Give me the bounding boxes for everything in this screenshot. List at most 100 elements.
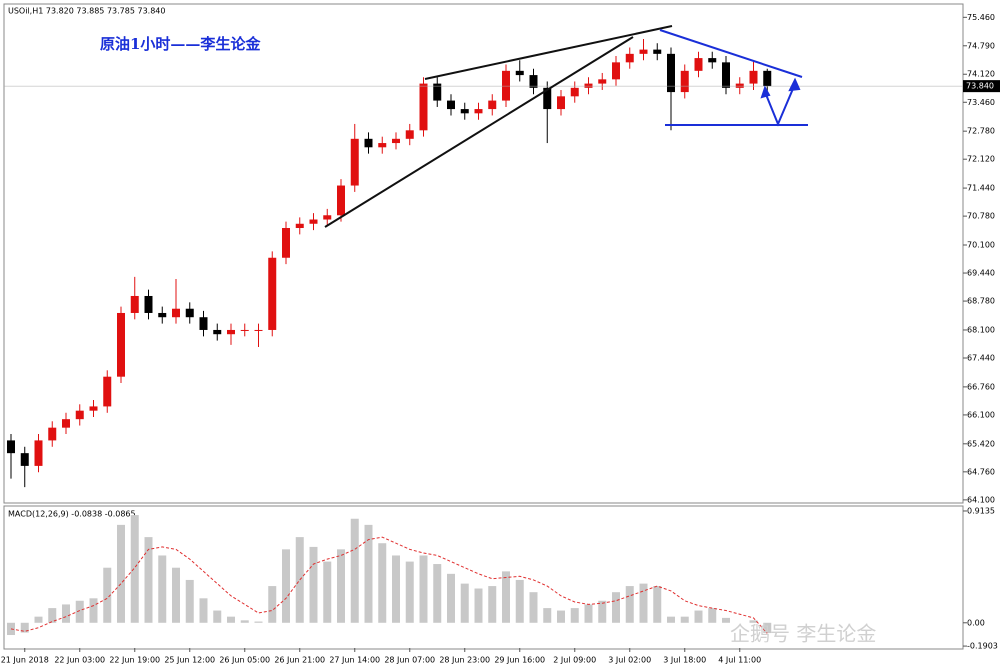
x-tick-label: 29 Jun 16:00: [494, 656, 545, 665]
y-tick-label: 67.440: [967, 353, 995, 362]
candle-body: [34, 440, 43, 466]
y-tick-label: 75.460: [967, 13, 995, 22]
y-tick-label: 64.100: [967, 495, 995, 504]
macd-bar: [227, 616, 235, 623]
y-tick-label: 74.120: [967, 70, 995, 79]
candle-body: [612, 62, 620, 80]
macd-bar: [598, 600, 607, 623]
candle-body: [392, 138, 400, 144]
candle-body: [708, 58, 717, 63]
candle-body: [117, 312, 125, 377]
candle-body: [460, 109, 469, 114]
macd-bar: [667, 616, 675, 623]
arrow-head: [788, 77, 801, 92]
macd-bar: [172, 567, 180, 623]
candle-body: [680, 70, 689, 93]
candle-body: [130, 295, 139, 313]
y-tick-label: 73.460: [967, 98, 995, 107]
y-tick-label: 70.780: [967, 212, 995, 221]
candle-body: [309, 219, 318, 224]
macd-bar: [144, 537, 153, 623]
macd-bar: [639, 583, 648, 623]
y2-tick-label: -0.1903: [967, 642, 998, 651]
candle-body: [405, 130, 414, 139]
macd-bar: [130, 515, 139, 623]
candle-body: [447, 100, 455, 110]
x-tick-label: 26 Jun 05:00: [219, 656, 270, 665]
macd-bar: [337, 549, 345, 623]
candle-body: [48, 427, 57, 441]
x-tick-label: 2 Jul 09:00: [553, 656, 596, 665]
macd-bar: [694, 610, 703, 623]
macd-bar: [185, 579, 194, 623]
macd-bar: [722, 617, 730, 623]
candle-body: [20, 453, 29, 466]
macd-bar: [625, 586, 634, 623]
candle-body: [268, 257, 277, 330]
macd-bar: [89, 598, 98, 623]
y-tick-label: 65.420: [967, 439, 995, 448]
candle-body: [488, 100, 497, 110]
arrow-path: [764, 83, 796, 127]
y2-tick-label: 0.00: [967, 618, 985, 627]
candle-body: [694, 58, 703, 71]
candle-body: [639, 49, 648, 54]
macd-bar: [103, 567, 112, 623]
candle-body: [653, 49, 662, 54]
trend-line: [424, 25, 673, 80]
macd-panel: [3, 505, 964, 650]
candle-body: [158, 312, 167, 318]
header: USOil,H1 73.820 73.885 73.785 73.840: [8, 7, 165, 16]
candle-body: [199, 317, 208, 330]
candle-body: [502, 70, 510, 101]
price-label: 73.840: [966, 82, 994, 91]
x-tick-label: 27 Jun 14:00: [329, 656, 380, 665]
y-tick-label: 70.100: [967, 241, 995, 250]
y-tick-label: 72.780: [967, 127, 995, 136]
candle-body: [337, 185, 345, 216]
macd-bar: [405, 561, 414, 623]
macd-bar: [447, 573, 455, 623]
macd-bar: [268, 586, 277, 623]
candle-body: [433, 83, 442, 101]
signal-line: [10, 536, 768, 634]
x-tick-label: 28 Jun 23:00: [439, 656, 490, 665]
candle-body: [722, 62, 730, 88]
candle-body: [89, 406, 98, 411]
candle-body: [227, 329, 235, 335]
macd-bar: [433, 564, 442, 623]
y-tick-label: 71.440: [967, 184, 995, 193]
main-panel: [3, 3, 964, 504]
candle-body: [62, 419, 70, 428]
candle-body: [282, 228, 290, 258]
candle-body: [295, 223, 304, 229]
macd-bar: [612, 592, 620, 623]
macd-bar: [749, 620, 758, 623]
macd-bar: [295, 537, 304, 623]
macd-bar: [529, 592, 538, 623]
x-tick-label: 3 Jul 18:00: [663, 656, 706, 665]
macd-bar: [680, 616, 689, 623]
macd-bar: [488, 586, 497, 623]
x-tick-label: 22 Jun 19:00: [109, 656, 160, 665]
macd-bar: [350, 518, 359, 623]
macd-bar: [213, 610, 222, 623]
y-tick-label: 72.120: [967, 155, 995, 164]
x-tick-label: 22 Jun 03:00: [54, 656, 105, 665]
candle-body: [240, 329, 249, 331]
y-tick-label: 69.440: [967, 269, 995, 278]
candle-body: [625, 53, 634, 63]
macd-bar: [240, 620, 249, 623]
candle-body: [474, 109, 483, 114]
macd-bar: [515, 579, 524, 623]
candle-body: [75, 410, 84, 420]
y-tick-label: 66.760: [967, 382, 995, 391]
plot: 75.460 74.790 74.120 73.460 72.780 72.120 71.4…: [1, 13, 1000, 665]
candle-body: [144, 295, 153, 313]
macd-bar: [117, 524, 125, 623]
annotations: [324, 25, 808, 228]
candle-body: [213, 329, 222, 335]
macd-bar: [474, 588, 483, 623]
y-tick-label: 68.780: [967, 297, 995, 306]
